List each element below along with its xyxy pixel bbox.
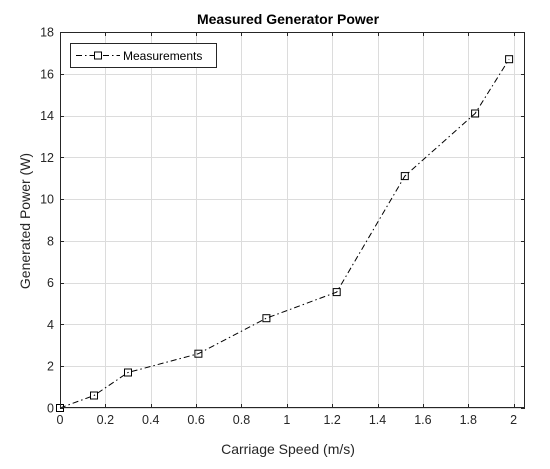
x-tick-label: 0.2 (97, 413, 114, 427)
y-tick-label: 2 (47, 360, 54, 374)
chart-title: Measured Generator Power (197, 11, 380, 27)
data-point-marker (400, 172, 409, 181)
x-tick-label: 1.4 (369, 413, 386, 427)
y-tick-label: 6 (47, 276, 54, 290)
axes: 0 0.2 0.4 0.6 0.8 1 1.2 1.4 1.6 1.8 2 0 2 4 6 8 10 12 14 16… (40, 26, 525, 427)
y-tick-label: 10 (40, 193, 54, 207)
series-layer (56, 55, 514, 412)
y-tick-label: 12 (40, 151, 54, 165)
plot-area (60, 32, 525, 408)
x-tick-label: 0.8 (233, 413, 250, 427)
data-point-marker (124, 368, 132, 377)
y-tick-label: 14 (40, 109, 54, 123)
x-tick-label: 2 (510, 413, 517, 427)
x-tick-label: 1.2 (323, 413, 340, 427)
data-point-marker (505, 55, 514, 64)
grid (60, 32, 525, 409)
x-tick-label: 0 (57, 413, 64, 427)
y-tick-label: 4 (47, 318, 54, 332)
x-axis-label: Carriage Speed (m/s) (221, 441, 355, 457)
x-tick-label: 1 (283, 413, 290, 427)
axes-box (60, 32, 525, 408)
legend: Measurements (70, 43, 217, 68)
data-point-marker (262, 314, 271, 323)
y-tick-label: 0 (47, 402, 54, 416)
x-tick-label: 1.6 (414, 413, 431, 427)
x-tick-label: 0.4 (142, 413, 159, 427)
data-point-marker (471, 109, 480, 118)
y-tick-label: 18 (40, 26, 54, 40)
data-point-marker (90, 391, 98, 400)
x-tick-label: 0.6 (187, 413, 204, 427)
legend-marker-sample (94, 51, 102, 60)
legend-label: Measurements (123, 49, 202, 63)
series-line (59, 58, 510, 409)
data-point-marker (194, 349, 203, 358)
x-tick-label: 1.8 (460, 413, 477, 427)
data-point-marker (332, 288, 341, 297)
y-tick-label: 16 (40, 67, 54, 81)
y-tick-label: 8 (47, 234, 54, 248)
y-axis-label: Generated Power (W) (17, 153, 33, 289)
